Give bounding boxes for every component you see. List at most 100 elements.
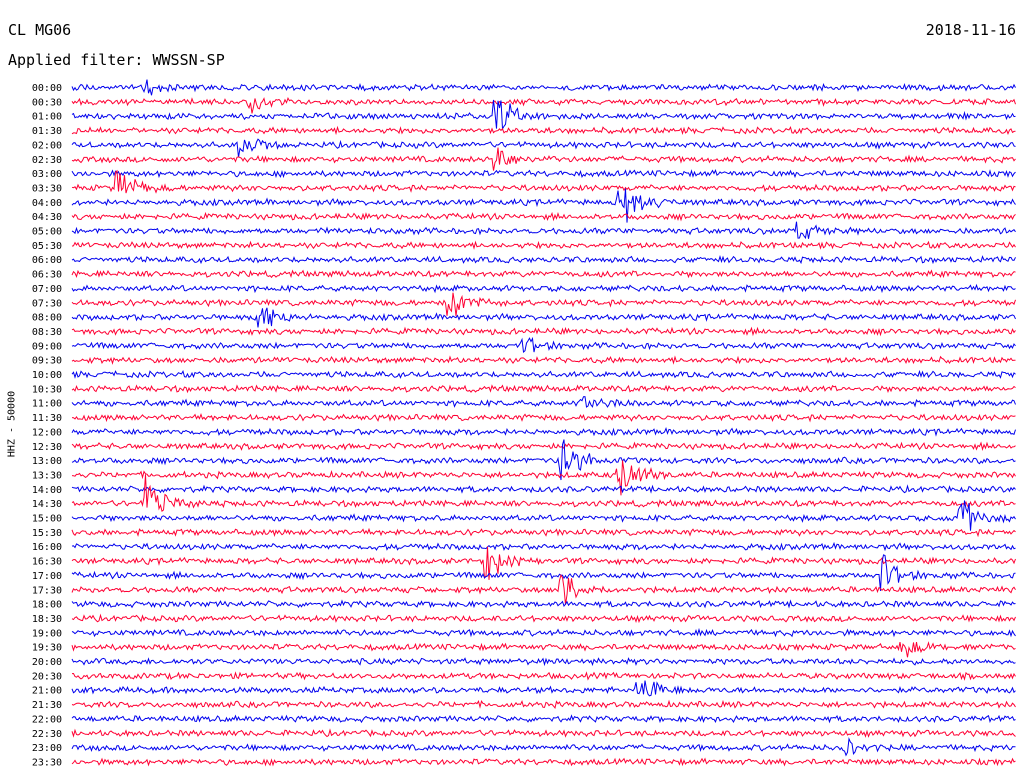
time-tick-label: 05:00 bbox=[32, 227, 62, 238]
time-tick-label: 17:00 bbox=[32, 571, 62, 582]
trace-line bbox=[71, 474, 1016, 512]
time-tick-label: 09:30 bbox=[32, 356, 62, 367]
trace-line bbox=[71, 641, 1016, 658]
time-tick-label: 14:00 bbox=[32, 485, 62, 496]
trace-line bbox=[71, 384, 1016, 394]
trace-line bbox=[71, 757, 1016, 767]
trace-line bbox=[71, 460, 1016, 496]
trace-line bbox=[71, 221, 1016, 240]
time-tick-label: 02:00 bbox=[32, 140, 62, 151]
trace-line bbox=[71, 737, 1016, 757]
time-tick-label: 00:30 bbox=[32, 97, 62, 108]
trace-line bbox=[71, 269, 1016, 279]
time-tick-label: 15:30 bbox=[32, 528, 62, 539]
time-tick-label: 23:30 bbox=[32, 757, 62, 768]
trace-line bbox=[71, 125, 1016, 136]
trace-line bbox=[71, 326, 1016, 337]
time-tick-label: 06:30 bbox=[32, 270, 62, 281]
time-tick-label: 17:30 bbox=[32, 585, 62, 596]
time-tick-label: 09:00 bbox=[32, 341, 62, 352]
time-tick-label: 18:00 bbox=[32, 600, 62, 611]
time-tick-label: 22:30 bbox=[32, 729, 62, 740]
trace-line bbox=[71, 484, 1016, 494]
time-tick-labels: 00:00 00:30 01:00 01:30 02:00 02:30 03:00 03:30… bbox=[32, 83, 62, 768]
trace-line bbox=[71, 169, 1016, 194]
trace-line bbox=[71, 292, 1016, 317]
trace-lines bbox=[71, 79, 1016, 767]
time-tick-label: 07:30 bbox=[32, 298, 62, 309]
trace-line bbox=[71, 283, 1016, 294]
time-tick-label: 19:00 bbox=[32, 628, 62, 639]
trace-line bbox=[71, 396, 1016, 408]
time-tick-label: 16:30 bbox=[32, 557, 62, 568]
time-tick-label: 15:00 bbox=[32, 514, 62, 525]
time-tick-label: 13:00 bbox=[32, 456, 62, 467]
trace-line bbox=[71, 599, 1016, 609]
trace-line bbox=[71, 439, 1016, 481]
trace-line bbox=[71, 627, 1016, 638]
time-tick-label: 01:00 bbox=[32, 112, 62, 123]
time-tick-label: 04:00 bbox=[32, 198, 62, 209]
time-tick-label: 11:30 bbox=[32, 413, 62, 424]
trace-line bbox=[71, 546, 1016, 580]
time-tick-label: 04:30 bbox=[32, 212, 62, 223]
trace-line bbox=[71, 541, 1016, 552]
time-tick-label: 06:00 bbox=[32, 255, 62, 266]
time-tick-label: 10:00 bbox=[32, 370, 62, 381]
trace-line bbox=[71, 336, 1016, 353]
trace-line bbox=[71, 147, 1016, 171]
time-tick-label: 00:00 bbox=[32, 83, 62, 94]
trace-line bbox=[71, 79, 1016, 96]
time-tick-label: 22:00 bbox=[32, 714, 62, 725]
time-tick-label: 12:00 bbox=[32, 427, 62, 438]
time-tick-label: 12:30 bbox=[32, 442, 62, 453]
time-tick-label: 23:00 bbox=[32, 743, 62, 754]
time-tick-label: 21:30 bbox=[32, 700, 62, 711]
time-tick-label: 03:30 bbox=[32, 183, 62, 194]
trace-line bbox=[71, 613, 1016, 624]
trace-line bbox=[71, 441, 1016, 451]
time-tick-label: 07:00 bbox=[32, 284, 62, 295]
time-tick-label: 16:00 bbox=[32, 542, 62, 553]
trace-line bbox=[71, 138, 1016, 158]
time-tick-label: 20:30 bbox=[32, 671, 62, 682]
trace-line bbox=[71, 714, 1016, 724]
trace-line bbox=[71, 255, 1016, 265]
date-label: 2018-11-16 bbox=[925, 21, 1016, 39]
time-tick-label: 19:30 bbox=[32, 643, 62, 654]
trace-line bbox=[71, 412, 1016, 423]
trace-line bbox=[71, 97, 1016, 114]
time-tick-label: 20:00 bbox=[32, 657, 62, 668]
time-tick-label: 08:00 bbox=[32, 313, 62, 324]
trace-line bbox=[71, 527, 1016, 538]
trace-line bbox=[71, 307, 1016, 328]
time-tick-label: 02:30 bbox=[32, 155, 62, 166]
trace-line bbox=[71, 573, 1016, 605]
trace-line bbox=[71, 99, 1016, 131]
trace-line bbox=[71, 657, 1016, 667]
trace-line bbox=[71, 169, 1016, 179]
time-tick-label: 08:30 bbox=[32, 327, 62, 338]
time-tick-label: 03:00 bbox=[32, 169, 62, 180]
station-title: CL MG06 bbox=[8, 21, 72, 39]
trace-line bbox=[71, 427, 1016, 437]
trace-line bbox=[71, 554, 1016, 591]
time-tick-label: 01:30 bbox=[32, 126, 62, 137]
filter-label: Applied filter: WWSSN-SP bbox=[8, 51, 225, 69]
trace-line bbox=[71, 500, 1016, 531]
trace-line bbox=[71, 728, 1016, 738]
time-tick-label: 05:30 bbox=[32, 241, 62, 252]
trace-line bbox=[71, 671, 1016, 681]
time-tick-label: 11:00 bbox=[32, 399, 62, 410]
time-tick-label: 13:30 bbox=[32, 470, 62, 481]
trace-line bbox=[71, 188, 1016, 223]
trace-line bbox=[71, 699, 1016, 709]
time-tick-label: 10:30 bbox=[32, 384, 62, 395]
time-tick-label: 18:30 bbox=[32, 614, 62, 625]
time-tick-label: 21:00 bbox=[32, 686, 62, 697]
trace-line bbox=[71, 211, 1016, 222]
trace-line bbox=[71, 680, 1016, 697]
trace-line bbox=[71, 369, 1016, 379]
trace-line bbox=[71, 240, 1016, 250]
